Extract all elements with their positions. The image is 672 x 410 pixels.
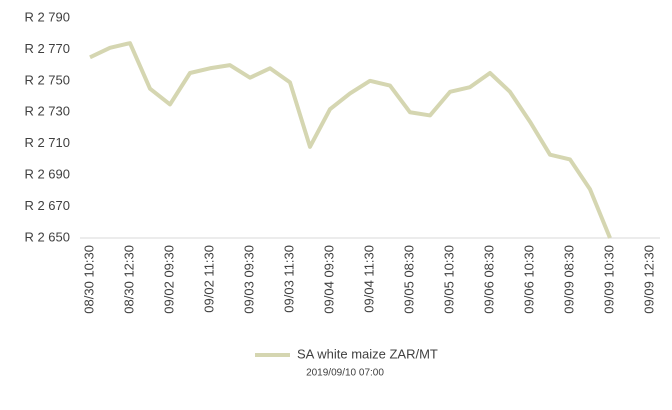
x-tick-label: 09/04 11:30 bbox=[361, 245, 376, 313]
x-tick-label: 09/09 08:30 bbox=[561, 245, 576, 314]
y-tick-label: R 2 670 bbox=[24, 198, 70, 213]
x-tick-label: 08/30 10:30 bbox=[81, 245, 96, 314]
y-tick-label: R 2 770 bbox=[24, 41, 70, 56]
x-tick-label: 09/06 10:30 bbox=[521, 245, 536, 314]
x-tick-label: 09/03 09:30 bbox=[241, 245, 256, 314]
footnote: 2019/09/10 07:00 bbox=[306, 368, 384, 379]
y-tick-label: R 2 650 bbox=[24, 229, 70, 244]
y-tick-label: R 2 750 bbox=[24, 72, 70, 87]
x-tick-label: 09/09 10:30 bbox=[601, 245, 616, 314]
x-tick-label: 09/03 11:30 bbox=[281, 245, 296, 313]
y-tick-label: R 2 690 bbox=[24, 167, 70, 182]
x-tick-label: 09/06 08:30 bbox=[481, 245, 496, 314]
x-tick-label: 09/09 12:30 bbox=[641, 245, 656, 314]
y-tick-label: R 2 790 bbox=[24, 9, 70, 24]
series-line bbox=[89, 41, 612, 239]
x-tick-label: 09/02 09:30 bbox=[161, 245, 176, 314]
y-tick-label: R 2 710 bbox=[24, 135, 70, 150]
x-tick-label: 08/30 12:30 bbox=[121, 245, 136, 314]
y-tick-label: R 2 730 bbox=[24, 104, 70, 119]
x-tick-label: 09/02 11:30 bbox=[201, 245, 216, 313]
x-tick-label: 09/04 09:30 bbox=[321, 245, 336, 314]
x-tick-label: 09/05 08:30 bbox=[401, 245, 416, 314]
x-tick-label: 09/05 10:30 bbox=[441, 245, 456, 314]
legend-label: SA white maize ZAR/MT bbox=[297, 346, 438, 361]
